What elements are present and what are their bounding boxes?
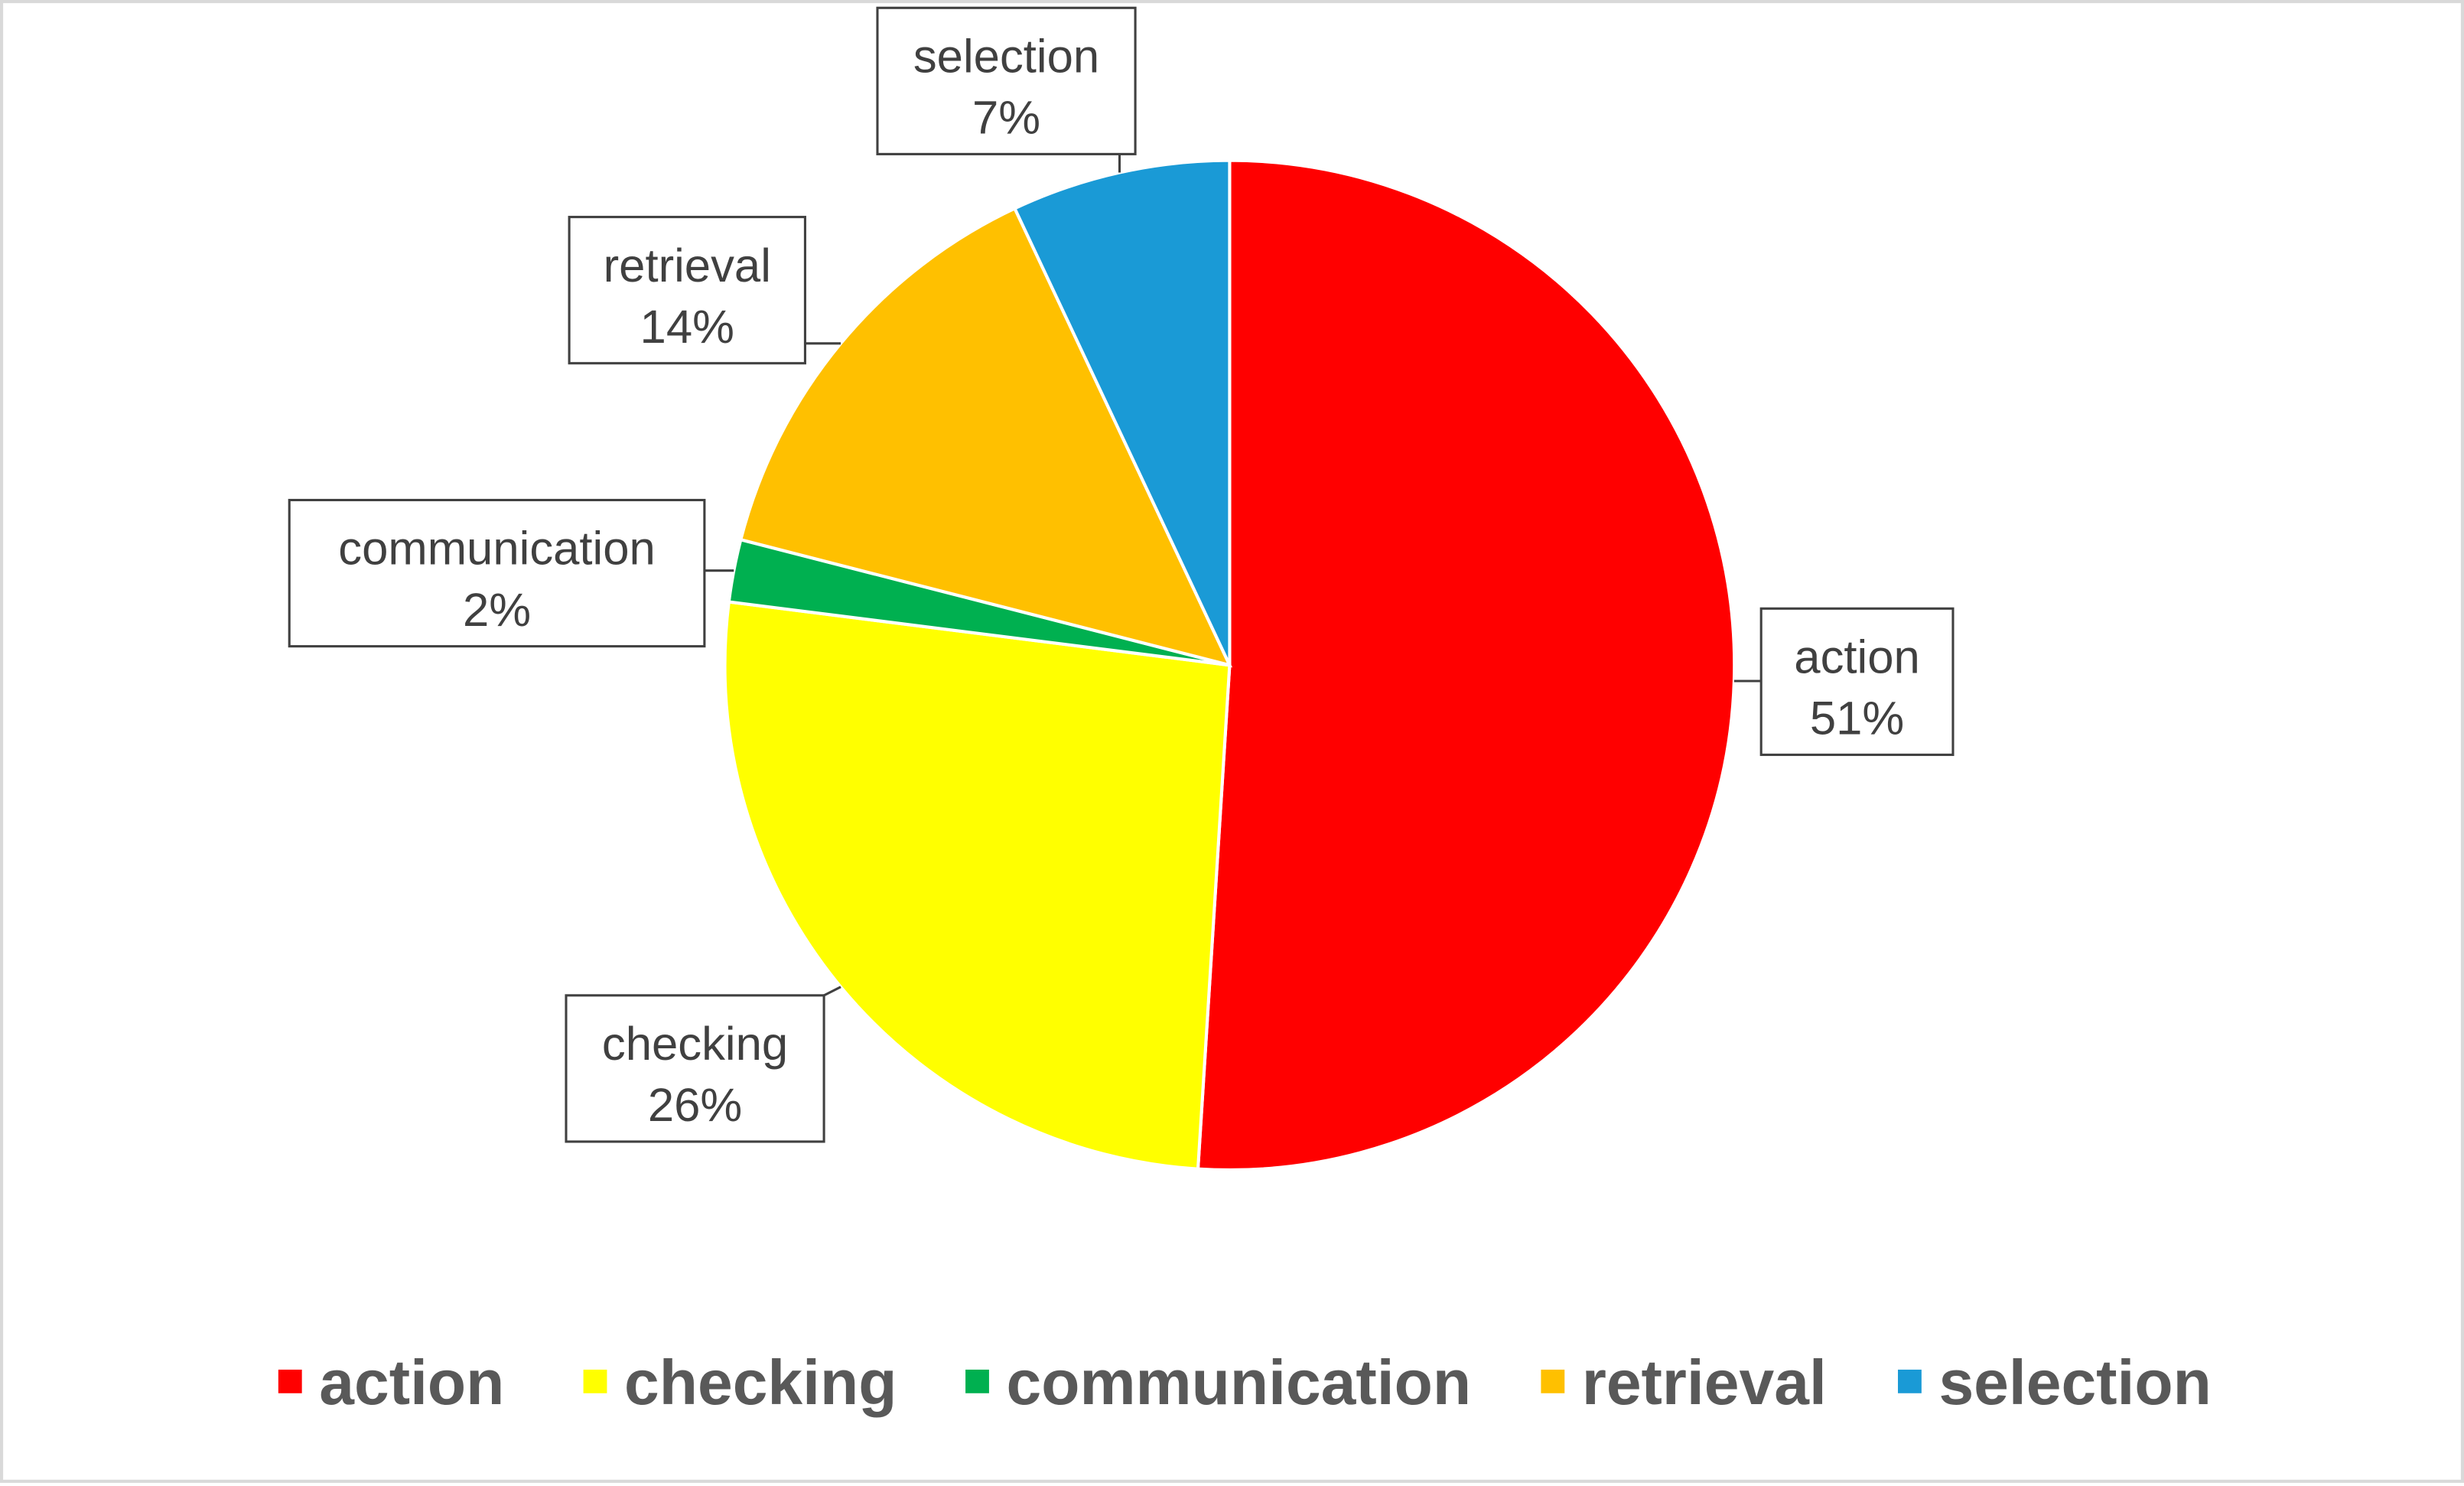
callout-category: communication — [338, 523, 656, 575]
pie-slice — [1196, 158, 1737, 1172]
callout-value: 7% — [972, 92, 1040, 145]
callout-category: checking — [602, 1018, 788, 1071]
pie-slice — [1012, 158, 1232, 666]
legend-swatch — [965, 1369, 989, 1393]
callout-category: action — [1794, 631, 1920, 684]
legend-label: retrieval — [1582, 1348, 1827, 1418]
leader-line — [823, 986, 841, 997]
legend-label: selection — [1938, 1348, 2211, 1418]
callout-value: 2% — [463, 584, 531, 637]
legend-swatch — [1898, 1369, 1922, 1393]
callout-box — [565, 994, 825, 1143]
legend-swatch — [278, 1369, 302, 1393]
callout-box — [288, 498, 706, 648]
pie-slice — [738, 206, 1233, 668]
legend-label: communication — [1007, 1348, 1472, 1418]
callout-box — [568, 216, 806, 365]
callout-value: 14% — [640, 301, 734, 354]
pie-slice — [723, 600, 1232, 1171]
callout-value: 51% — [1810, 692, 1904, 745]
callout-box — [1759, 607, 1955, 756]
legend-label: action — [319, 1348, 504, 1418]
legend-label: checking — [624, 1348, 897, 1418]
legend-swatch — [1541, 1369, 1565, 1393]
callout-category: selection — [913, 31, 1099, 83]
legend-swatch — [583, 1369, 607, 1393]
callout-value: 26% — [648, 1079, 742, 1132]
callout-category: retrieval — [604, 240, 771, 292]
callout-box — [876, 6, 1137, 155]
